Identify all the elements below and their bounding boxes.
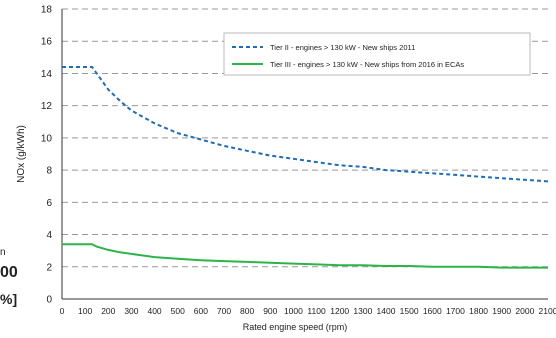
left-cropped-figure-fragment: n 00 %] (0, 0, 18, 338)
x-tick-label: 300 (124, 306, 138, 316)
y-axis-title: NOx (g/kWh) (16, 125, 27, 183)
legend: Tier II - engines > 130 kW - New ships 2… (223, 32, 531, 76)
cropped-text-line2: %] (0, 291, 18, 307)
series-line-tier-iii (62, 243, 548, 269)
y-tick-label: 14 (41, 69, 53, 80)
x-tick-label: 500 (171, 306, 185, 316)
x-tick-label: 1100 (307, 306, 326, 316)
cropped-text-line1: 00 (0, 264, 18, 281)
legend-box (223, 32, 531, 76)
x-tick-label: 1800 (469, 306, 488, 316)
x-tick-label: 1600 (423, 306, 442, 316)
y-tick-label: 10 (41, 133, 53, 144)
x-tick-label: 100 (78, 306, 92, 316)
x-tick-label: 600 (194, 306, 208, 316)
y-tick-label: 12 (41, 101, 53, 112)
x-tick-label: 1300 (353, 306, 372, 316)
y-tick-label: 0 (46, 295, 52, 306)
y-tick-label: 8 (46, 166, 52, 177)
x-tick-label: 200 (101, 306, 115, 316)
series-line-tier-ii (62, 66, 549, 183)
x-tick-label: 2100 (539, 306, 556, 316)
y-tick-label: 16 (41, 37, 53, 48)
x-tick-label: 900 (263, 306, 277, 316)
x-tick-label: 2000 (515, 306, 534, 316)
x-tick-labels: 0 100 200 300 400 500 600 700 800 900 1000 1100 1200… (60, 306, 556, 316)
series-lines (62, 66, 549, 269)
x-tick-label: 1400 (377, 306, 396, 316)
axes (61, 9, 548, 300)
y-tick-labels: 0 2 4 6 8 10 12 14 16 18 (41, 5, 53, 306)
y-tick-label: 18 (41, 5, 53, 16)
x-tick-label: 1500 (400, 306, 419, 316)
legend-label-tier-ii: Tier II - engines > 130 kW - New ships 2… (270, 43, 415, 52)
x-tick-label: 400 (147, 306, 161, 316)
x-tick-label: 1200 (330, 306, 349, 316)
x-tick-label: 0 (60, 306, 65, 316)
cropped-text-tail: n (0, 247, 6, 258)
x-tick-label: 1700 (446, 306, 465, 316)
y-tick-label: 6 (46, 198, 52, 209)
y-tick-label: 4 (46, 230, 52, 241)
y-tick-label: 2 (46, 262, 52, 273)
x-axis-title: Rated engine speed (rpm) (243, 322, 348, 332)
x-tick-label: 800 (240, 306, 254, 316)
x-tick-label: 1000 (284, 306, 303, 316)
legend-label-tier-iii: Tier III - engines > 130 kW - New ships … (270, 60, 464, 69)
x-tick-label: 1900 (492, 306, 511, 316)
x-tick-label: 700 (217, 306, 231, 316)
